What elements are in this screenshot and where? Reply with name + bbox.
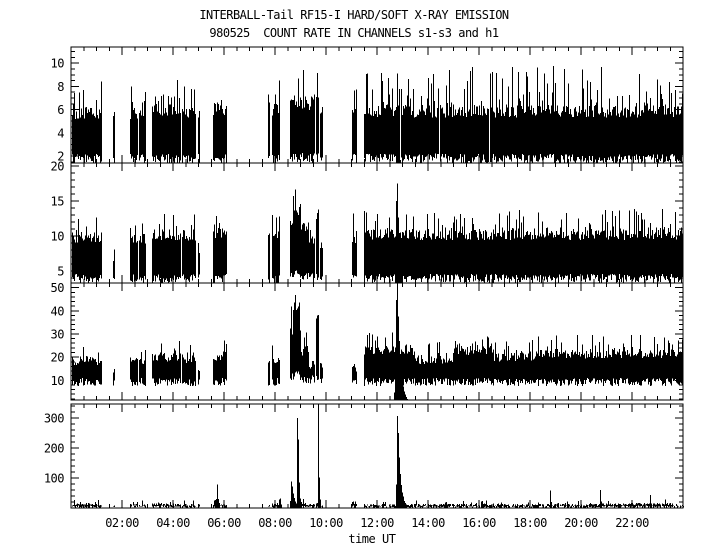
panel-h1: 100 200 300 [44,403,684,509]
panel-s3: 10 20 30 40 50 [51,281,684,401]
y-tick-label: 8 [57,80,64,94]
x-tick-label: 12:00 [360,516,394,530]
x-ticks-s1 [70,47,684,163]
panel-s2: 5 10 15 20 [51,159,684,284]
y-tick-label: 300 [44,412,64,426]
y-tick-label: 40 [51,304,65,318]
y-tick-label: 2 [57,150,64,164]
x-tick-labels: 02:00 04:00 06:00 08:00 10:00 12:00 14:00 16:00… [105,516,649,530]
y-axis-s1: 2 4 6 8 10 [51,51,683,164]
panel-s3-series [72,283,683,400]
y-tick-label: 4 [57,126,64,140]
panel-h1-box [70,403,684,509]
panel-s1-series [72,66,683,163]
y-tick-label: 200 [44,442,64,456]
x-tick-label: 22:00 [615,516,649,530]
y-tick-label: 20 [51,351,65,365]
y-tick-label: 100 [44,472,64,486]
y-tick-label: 10 [51,374,65,388]
y-axis-s2: 5 10 15 20 [51,159,683,279]
y-tick-label: 10 [51,230,65,244]
y-axis-s3: 10 20 30 40 50 [51,281,683,400]
x-tick-label: 14:00 [411,516,445,530]
y-tick-label: 50 [51,281,65,295]
x-tick-label: 08:00 [258,516,292,530]
y-tick-label: 10 [51,57,65,71]
x-axis-title: time UT [348,532,395,546]
panel-h1-series [72,404,684,508]
y-tick-label: 30 [51,328,65,342]
y-tick-label: 15 [51,194,65,208]
x-tick-label: 16:00 [462,516,496,530]
panel-s1: 2 4 6 8 10 [51,46,684,164]
chart-subtitle: 980525 COUNT RATE IN CHANNELS s1-s3 and … [209,26,499,40]
x-tick-label: 18:00 [513,516,547,530]
x-tick-label: 02:00 [105,516,139,530]
y-tick-label: 6 [57,103,64,117]
y-tick-label: 5 [57,265,64,279]
y-axis-h1: 100 200 300 [44,405,683,509]
x-ticks-s2 [70,163,684,283]
x-tick-label: 04:00 [156,516,190,530]
chart-title: INTERBALL-Tail RF15-I HARD/SOFT X-RAY EM… [199,8,509,22]
y-tick-label: 20 [51,159,65,173]
x-ticks-s3 [70,283,684,400]
x-ticks-h1 [70,404,684,508]
x-tick-label: 06:00 [207,516,241,530]
x-tick-label: 10:00 [309,516,343,530]
panel-s2-series [72,183,683,283]
x-tick-label: 20:00 [564,516,598,530]
